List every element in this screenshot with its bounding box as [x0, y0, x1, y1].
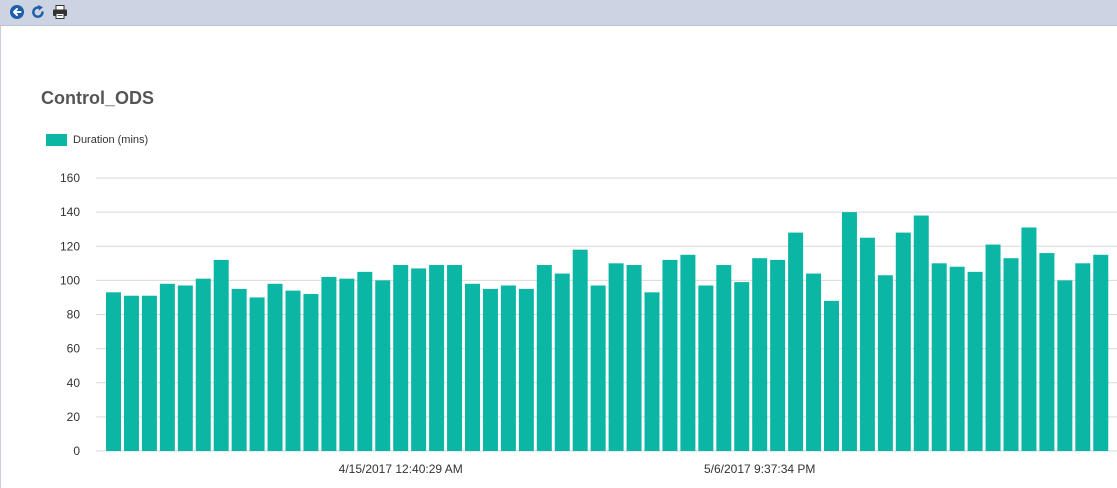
bar — [752, 258, 768, 451]
bar-chart: 0 20 40 60 80 100 120 140 160 4/15/2017 12:40:29 … — [60, 171, 1117, 476]
chart-title: Control_ODS — [41, 88, 155, 108]
bar — [1093, 254, 1109, 451]
bar — [554, 273, 570, 451]
x-tick-label: 4/15/2017 12:40:29 AM — [339, 462, 463, 476]
y-tick-label: 80 — [67, 308, 81, 322]
bar — [967, 271, 983, 451]
bar — [536, 265, 552, 451]
bar — [213, 259, 229, 451]
bar — [482, 288, 498, 451]
bar — [106, 292, 121, 451]
bar — [267, 283, 283, 451]
bar — [590, 285, 606, 451]
legend-label: Duration (mins) — [73, 134, 149, 146]
bar — [429, 265, 445, 451]
bar — [231, 288, 247, 451]
bar — [716, 265, 732, 451]
bar — [375, 280, 391, 451]
bar — [339, 278, 355, 451]
bar — [1003, 258, 1019, 451]
y-tick-label: 120 — [60, 239, 80, 253]
bar — [859, 237, 875, 451]
y-tick-label: 160 — [60, 171, 80, 185]
bar — [159, 283, 175, 451]
bar — [877, 275, 893, 451]
bar — [824, 300, 839, 451]
bar — [985, 244, 1001, 451]
bar — [913, 215, 929, 451]
bar — [195, 278, 211, 451]
bar — [303, 294, 319, 451]
bar — [465, 283, 480, 451]
y-tick-label: 0 — [73, 444, 80, 458]
bar — [680, 254, 696, 451]
bar — [357, 271, 373, 451]
report-toolbar — [0, 0, 1117, 26]
print-icon[interactable] — [52, 4, 68, 20]
bar — [393, 265, 409, 451]
bar — [931, 263, 947, 451]
bar — [321, 276, 337, 451]
bar — [734, 282, 750, 451]
bar — [249, 297, 265, 451]
bar — [447, 265, 463, 451]
y-tick-label: 40 — [67, 376, 81, 390]
bar — [1075, 263, 1091, 451]
bar — [806, 273, 822, 451]
bar — [1039, 253, 1055, 451]
back-arrow-icon[interactable] — [9, 4, 25, 20]
bar — [572, 249, 588, 451]
bar — [949, 266, 965, 451]
y-tick-label: 140 — [60, 205, 80, 219]
bar — [662, 259, 678, 451]
bar — [123, 295, 139, 451]
bar — [644, 292, 660, 451]
x-tick-label: 5/6/2017 9:37:34 PM — [704, 462, 815, 476]
bar — [626, 265, 642, 451]
bar — [788, 232, 804, 451]
bar — [1057, 280, 1073, 451]
bar — [698, 285, 714, 451]
y-tick-label: 60 — [67, 342, 81, 356]
bar — [177, 285, 193, 451]
frame-border — [0, 26, 1, 488]
bar — [770, 259, 786, 451]
bar — [285, 290, 301, 451]
chart-legend: Duration (mins) — [46, 133, 148, 147]
bar — [841, 212, 857, 451]
bar — [1021, 227, 1037, 451]
bar — [411, 268, 427, 451]
y-tick-label: 20 — [67, 410, 81, 424]
refresh-icon[interactable] — [30, 4, 46, 20]
legend-swatch — [46, 134, 67, 146]
bar — [518, 288, 534, 451]
bar — [608, 263, 624, 451]
y-tick-label: 100 — [60, 273, 80, 287]
bar — [500, 285, 516, 451]
bar — [895, 232, 911, 451]
bar — [141, 295, 157, 451]
